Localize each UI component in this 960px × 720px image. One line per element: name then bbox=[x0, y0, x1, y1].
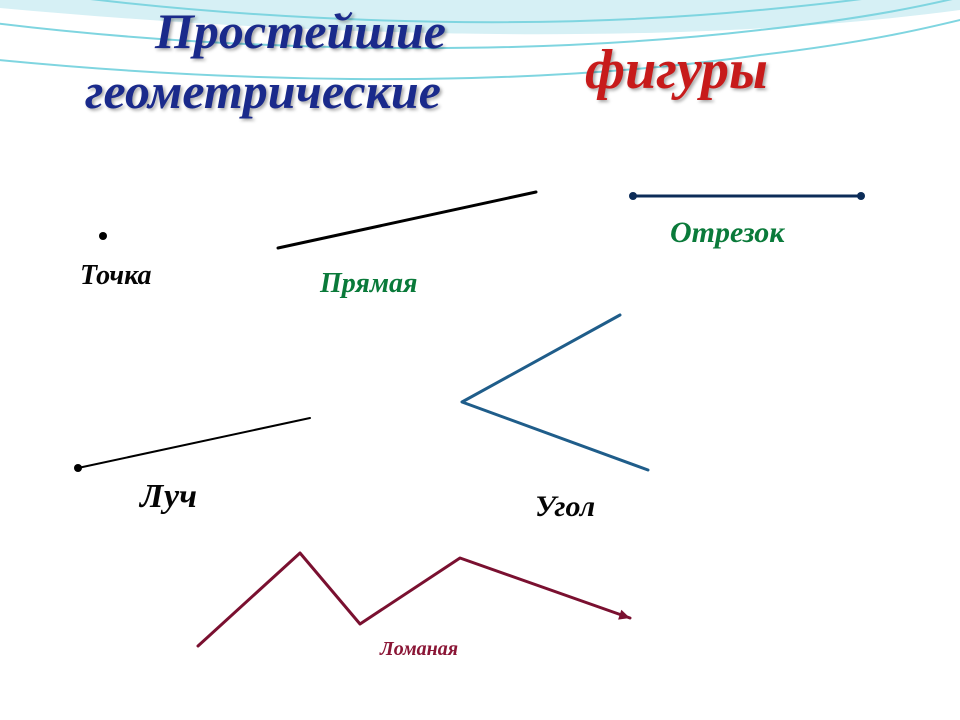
label-luch: Луч bbox=[140, 478, 197, 516]
label-lomanaya: Ломаная bbox=[380, 638, 458, 661]
label-tochka: Точка bbox=[80, 260, 152, 292]
title-word-2: геометрические bbox=[85, 62, 441, 120]
title-word-1: Простейшие bbox=[155, 2, 446, 60]
label-ugol: Угол bbox=[535, 490, 595, 524]
title-word-3: фигуры bbox=[585, 38, 768, 102]
label-pryamaya: Прямая bbox=[320, 268, 417, 300]
slide-stage: Простейшие геометрические фигуры Точка П… bbox=[0, 0, 960, 720]
label-otrezok: Отрезок bbox=[670, 216, 784, 250]
